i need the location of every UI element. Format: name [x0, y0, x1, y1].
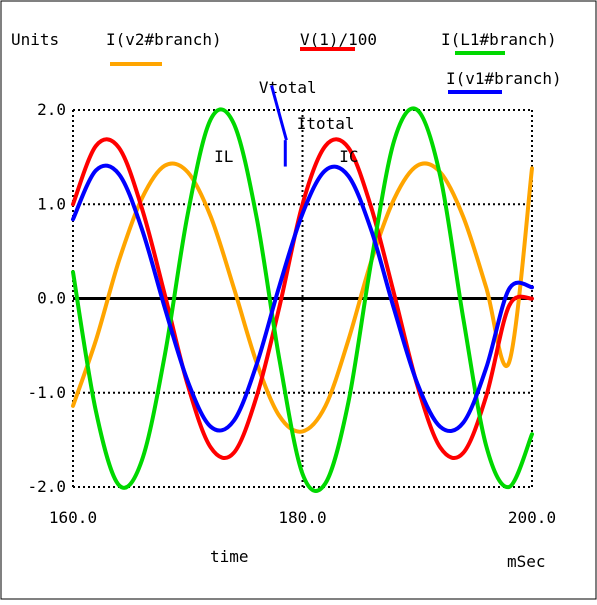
series-lines [71, 106, 534, 493]
y-tick-label: 2.0 [37, 100, 66, 119]
y-tick-label: -2.0 [27, 477, 66, 496]
x-unit-label: mSec [507, 552, 546, 571]
legend-label-series-i-v1-branch: I(v1#branch) [446, 69, 562, 88]
x-tick-label: 180.0 [278, 508, 326, 527]
series-i-l1-branch-line [71, 106, 534, 493]
grid [72, 109, 533, 488]
annotation-vtotal: Vtotal [259, 78, 317, 97]
y-tick-label: -1.0 [27, 383, 66, 402]
series-i-v2-branch-line [71, 161, 534, 434]
legend: I(v2#branch) V(1)/100 I(L1#branch) I(v1#bra… [106, 30, 562, 94]
y-tick-label: 1.0 [37, 194, 66, 213]
legend-label-series-i-l1-branch: I(L1#branch) [441, 30, 557, 49]
x-tick-label: 160.0 [49, 508, 97, 527]
x-tick-label: 200.0 [508, 508, 556, 527]
vtotal-pointer-line [270, 85, 288, 141]
series-i-v1-branch-line [71, 163, 534, 433]
tick-labels: 2.0 1.0 0.0 -1.0 -2.0 160.0 180.0 200.0 [27, 100, 556, 527]
annotation-ic: IC [339, 147, 358, 166]
legend-label-series-i-v2-branch: I(v2#branch) [106, 30, 222, 49]
annotation-itotal: Itotal [297, 114, 355, 133]
x-axis-label: time [210, 547, 249, 566]
annotations: Vtotal Itotal IL IC [214, 78, 358, 167]
y-units-label: Units [11, 30, 59, 49]
y-tick-label: 0.0 [37, 289, 66, 308]
legend-label-series-v1-over-100: V(1)/100 [300, 30, 377, 49]
annotation-il: IL [214, 147, 233, 166]
series-v1-over-100-line [71, 137, 534, 460]
